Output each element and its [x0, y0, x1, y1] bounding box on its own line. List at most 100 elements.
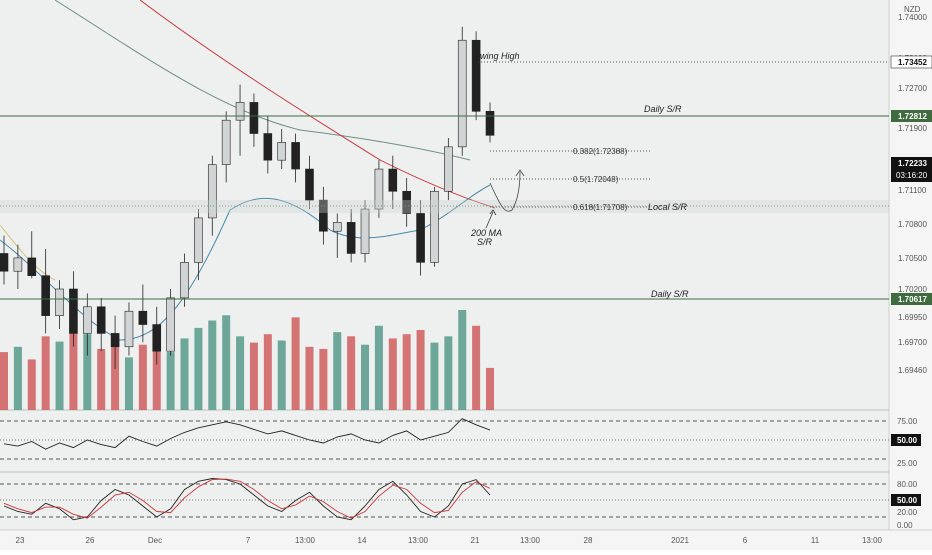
- candle-body: [291, 142, 300, 170]
- price-tick: 1.70500: [898, 254, 927, 263]
- rsi-line: [3, 418, 491, 450]
- time-tick: 26: [86, 536, 95, 545]
- volume-bars: [0, 310, 494, 410]
- last-price-badge: [891, 157, 932, 182]
- time-tick: 11: [811, 536, 820, 545]
- time-tick: 13:00: [520, 536, 541, 545]
- ma-pointer-line: [485, 211, 494, 229]
- candle-body: [69, 288, 78, 334]
- candle-body: [388, 168, 398, 192]
- ma-200-sublabel: S/R: [477, 237, 493, 247]
- candle-body: [235, 102, 245, 121]
- rsi-badge-text: 50.00: [897, 436, 918, 445]
- candle-body: [138, 310, 148, 325]
- stoch-pane[interactable]: 80.00 50.00 20.00 0.00: [0, 478, 921, 531]
- ma-200-label: 200 MA: [470, 228, 502, 238]
- volume-bar: [236, 336, 245, 410]
- candle: [457, 26, 467, 156]
- time-tick: 2021: [671, 536, 689, 545]
- candle-body: [319, 199, 328, 232]
- volume-bar: [416, 330, 425, 410]
- volume-bar: [166, 352, 175, 410]
- time-tick: 14: [358, 536, 367, 545]
- ma-200-line: [139, 0, 496, 209]
- arrow-up-icon: [515, 169, 525, 177]
- candle: [69, 271, 78, 347]
- candle: [277, 129, 287, 170]
- daily-sr-upper-badge-text: 1.72812: [898, 112, 927, 121]
- price-tick: 1.69460: [898, 366, 927, 375]
- volume-bar: [458, 310, 467, 410]
- time-tick: 13:00: [408, 536, 429, 545]
- candle-body: [471, 39, 481, 112]
- candle-body: [13, 257, 23, 272]
- price-tick: 1.71100: [898, 186, 927, 195]
- time-tick: Dec: [148, 536, 162, 545]
- candle: [388, 155, 398, 210]
- candle: [485, 102, 495, 143]
- candle: [110, 315, 120, 369]
- swing-high-label: Swing High: [474, 51, 520, 61]
- volume-bar: [27, 359, 36, 410]
- candle: [416, 200, 425, 276]
- ma-slow-line: [54, 0, 471, 161]
- volume-bar: [291, 317, 300, 410]
- daily-sr-upper-label: Daily S/R: [644, 104, 682, 114]
- candle: [305, 155, 314, 210]
- candle: [41, 249, 50, 334]
- swing-high-badge: [890, 55, 932, 69]
- candle-body: [41, 275, 50, 316]
- price-axis[interactable]: [889, 0, 932, 550]
- currency-label: NZD: [904, 5, 921, 14]
- time-axis[interactable]: [0, 530, 932, 550]
- volume-bar: [69, 325, 78, 410]
- candle: [166, 289, 175, 356]
- candle: [430, 186, 439, 267]
- time-tick: 13:00: [862, 536, 883, 545]
- projection-path: [489, 171, 521, 212]
- arrow-pointer-icon: [489, 209, 497, 216]
- fib-0382-label: 0.382(1.72388): [573, 147, 628, 156]
- candle: [207, 155, 217, 236]
- candle: [194, 209, 203, 281]
- candle-body: [346, 222, 356, 254]
- candle: [27, 231, 37, 279]
- price-tick: 1.71900: [898, 124, 927, 133]
- candle-body: [249, 102, 259, 134]
- candle: [13, 244, 23, 289]
- volume-bar: [402, 334, 411, 410]
- stoch-tick-20: 20.00: [897, 508, 918, 517]
- candle-body: [221, 119, 231, 165]
- time-tick: 21: [471, 536, 480, 545]
- time-axis-ticks: 23 26 Dec 7 13:00 14 13:00 21 13:00 28 2021 6 11 13:0…: [16, 536, 883, 545]
- rsi-badge: [891, 434, 921, 446]
- candle: [402, 177, 411, 227]
- candle-body: [402, 190, 411, 214]
- price-tick: 1.70200: [898, 285, 927, 294]
- candle-body: [263, 133, 273, 161]
- candle-body: [305, 168, 314, 201]
- candle-body: [277, 142, 287, 161]
- candle-body: [152, 324, 162, 352]
- candle-body: [96, 306, 106, 334]
- candle: [360, 200, 370, 263]
- candle: [124, 302, 134, 356]
- volume-bar: [444, 336, 453, 410]
- candle: [221, 111, 231, 183]
- rsi-pane[interactable]: 75.00 50.00 25.00: [0, 417, 921, 468]
- volume-bar: [347, 336, 356, 410]
- fib-05-label: 0.5(1.72048): [573, 175, 619, 184]
- volume-bar: [277, 340, 286, 410]
- volume-bar: [97, 348, 106, 410]
- candle: [332, 213, 342, 258]
- volume-bar: [388, 338, 397, 410]
- candle: [96, 297, 106, 352]
- volume-bar: [430, 342, 439, 410]
- volume-bar: [152, 331, 161, 410]
- stoch-badge-text: 50.00: [897, 496, 918, 505]
- candle: [249, 93, 259, 147]
- candle: [319, 186, 328, 245]
- last-price-text: 1.72233: [898, 159, 927, 168]
